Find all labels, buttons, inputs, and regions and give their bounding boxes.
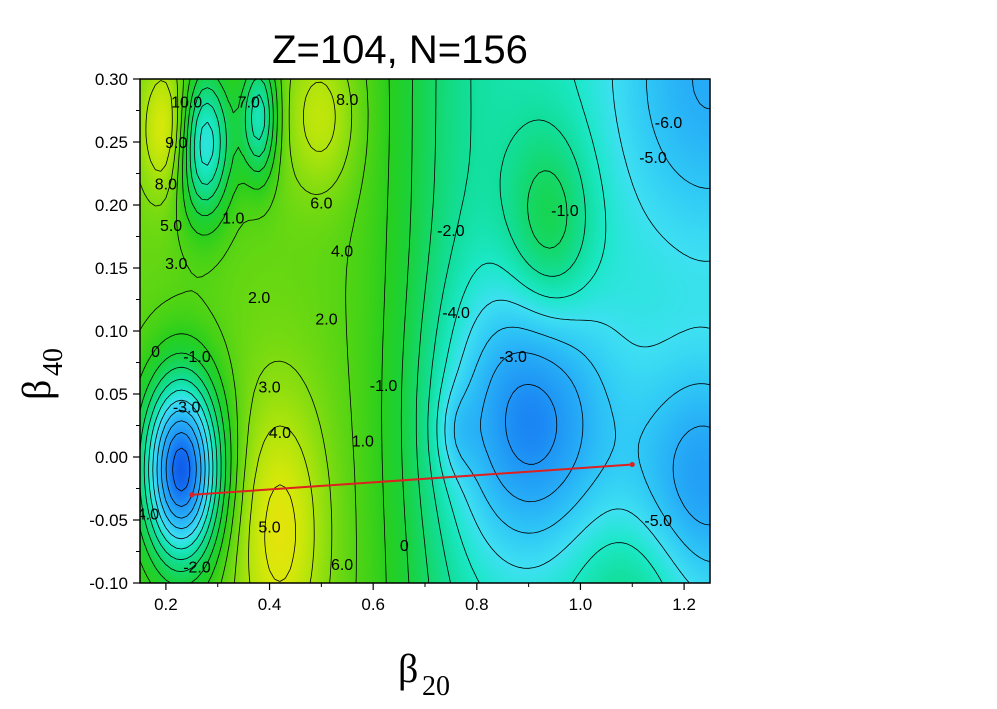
y-axis-title: β 40 xyxy=(14,348,69,400)
y-tick-label: 0.05 xyxy=(95,385,128,404)
contour-line xyxy=(148,79,663,583)
y-axis: 0.30 0.25 0.20 0.15 0.10 0.05 0.00 -0.05 -0.10 xyxy=(89,70,140,593)
fission-path-line xyxy=(191,463,633,496)
contour-label: 9.0 xyxy=(165,135,187,152)
contour-label: 4.0 xyxy=(331,243,353,260)
x-tick-label: 0.2 xyxy=(154,595,178,614)
y-tick-label: 0.10 xyxy=(95,322,128,341)
contour-label: -1.0 xyxy=(551,203,579,220)
x-axis: 0.2 0.4 0.6 0.8 1.0 1.2 xyxy=(154,583,696,614)
contour-label: 8.0 xyxy=(155,177,177,194)
contour-lines xyxy=(140,79,710,583)
contour-label: -3.0 xyxy=(173,400,201,417)
y-tick-label: -0.10 xyxy=(89,574,128,593)
contour-label: 4.0 xyxy=(269,425,291,442)
contour-labels: 10.0 7.0 8.0 9.0 8.0 5.0 3.0 1.0 6.0 4.0 2.0 2.0 0 -1… xyxy=(131,92,683,577)
y-tick-label: 0.00 xyxy=(95,448,128,467)
chart-title: Z=104, N=156 xyxy=(272,28,528,72)
contour-line xyxy=(172,447,191,492)
x-axis-subscript: 20 xyxy=(422,671,450,702)
y-axis-symbol: β xyxy=(14,380,59,400)
contour-label: 7.0 xyxy=(238,95,260,112)
contour-label: -1.0 xyxy=(183,349,211,366)
y-tick-label: 0.20 xyxy=(95,196,128,215)
contour-label: -5.0 xyxy=(639,150,667,167)
x-tick-label: 0.6 xyxy=(361,595,385,614)
contour-label: 0 xyxy=(400,538,409,555)
contour-label: 6.0 xyxy=(310,195,332,212)
contour-line xyxy=(160,79,710,526)
y-tick-label: -0.05 xyxy=(89,511,128,530)
contour-label: 8.0 xyxy=(336,92,358,109)
contour-line xyxy=(156,79,710,563)
contour-label: -4.0 xyxy=(131,507,159,524)
contour-line xyxy=(264,484,296,582)
y-tick-label: 0.25 xyxy=(95,133,128,152)
contour-label: 1.0 xyxy=(352,434,374,451)
contour-line xyxy=(165,384,558,507)
plot-area: 10.0 7.0 8.0 9.0 8.0 5.0 3.0 1.0 6.0 4.0 2.0 2.0 0 -1… xyxy=(131,79,710,583)
y-tick-label: 0.30 xyxy=(95,70,128,89)
contour-label: -2.0 xyxy=(437,223,465,240)
contour-line xyxy=(140,79,568,583)
fission-path xyxy=(189,462,635,498)
contour-line xyxy=(152,79,710,583)
contour-label: 0 xyxy=(151,344,160,361)
contour-line xyxy=(145,80,336,583)
x-axis-symbol: β xyxy=(398,646,418,691)
y-axis-subscript: 40 xyxy=(38,348,69,376)
x-tick-label: 1.0 xyxy=(569,595,593,614)
contour-label: 3.0 xyxy=(258,379,280,396)
x-axis-title: β 20 xyxy=(398,646,450,702)
contour-label: -4.0 xyxy=(442,305,470,322)
fission-path-end-point xyxy=(629,462,635,468)
contour-line xyxy=(143,79,586,583)
contour-line xyxy=(140,79,353,583)
contour-line xyxy=(140,79,390,583)
contour-label: -2.0 xyxy=(183,560,211,577)
contour-label: 10.0 xyxy=(171,95,202,112)
contour-label: -5.0 xyxy=(644,513,672,530)
contour-line xyxy=(140,79,369,583)
contour-label: 2.0 xyxy=(248,290,270,307)
contour-label: 2.0 xyxy=(315,311,337,328)
y-tick-label: 0.15 xyxy=(95,259,128,278)
contour-line xyxy=(140,79,413,583)
contour-label: -6.0 xyxy=(655,115,683,132)
contour-label: 6.0 xyxy=(331,557,353,574)
contour-label: 5.0 xyxy=(160,218,182,235)
contour-label: 1.0 xyxy=(222,211,244,228)
x-tick-label: 0.8 xyxy=(465,595,489,614)
x-tick-label: 1.2 xyxy=(672,595,696,614)
contour-label: -1.0 xyxy=(370,378,398,395)
contour-label: -3.0 xyxy=(499,349,527,366)
contour-label: 3.0 xyxy=(165,256,187,273)
x-tick-label: 0.4 xyxy=(258,595,282,614)
contour-label: 5.0 xyxy=(258,519,280,536)
fission-path-start-point xyxy=(189,492,195,498)
